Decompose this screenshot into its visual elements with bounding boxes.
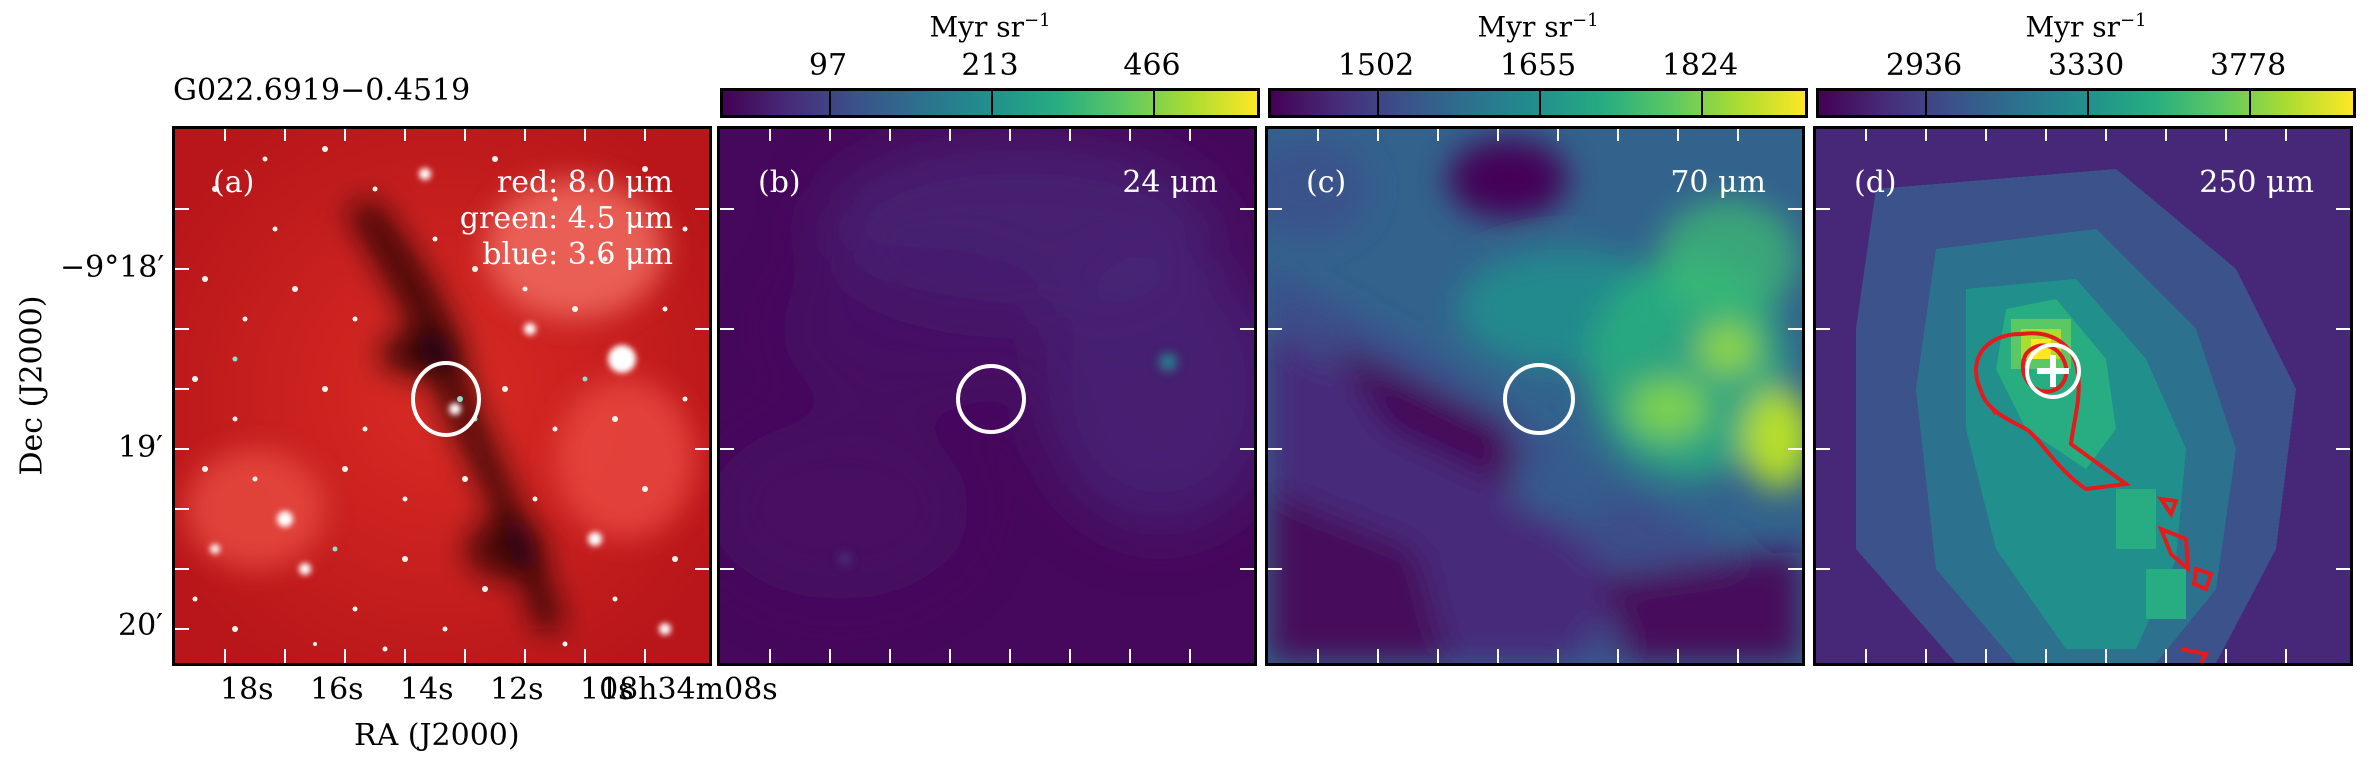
band-blue: blue: 3.6 μm <box>482 237 673 272</box>
axis-ticks <box>1268 129 1802 663</box>
aperture-ellipse <box>411 361 481 437</box>
colorbar-tick-label: 2936 <box>1885 48 1963 83</box>
wavelength-label: 250 μm <box>2199 165 2314 200</box>
colorbar-tick-label: 1824 <box>1661 48 1739 83</box>
band-green: green: 4.5 μm <box>459 201 673 236</box>
axis-ticks <box>720 129 1254 663</box>
contour-lines <box>1974 331 2214 663</box>
colorbar-unit: Myr sr−1 <box>2025 10 2147 44</box>
peak-cross-icon <box>2037 355 2069 387</box>
colorbar-tick-label: 97 <box>808 48 848 83</box>
panel-c-image <box>1268 129 1802 663</box>
band-red: red: 8.0 μm <box>496 165 673 200</box>
panel-b: (b) 24 μm <box>717 126 1257 666</box>
colorbar-d: Myr sr−1 2936 3330 3778 <box>1816 0 2356 120</box>
colorbar-unit: Myr sr−1 <box>1477 10 1599 44</box>
panel-c: (c) 70 μm <box>1265 126 1805 666</box>
colorbar-b: Myr sr−1 97 213 466 <box>720 0 1260 120</box>
band-legend: red: 8.0 μm green: 4.5 μm blue: 3.6 μm <box>460 165 673 273</box>
panel-label: (b) <box>758 165 801 200</box>
x-tick-label: 12s <box>490 672 544 707</box>
colorbar-gradient <box>1268 88 1808 118</box>
panel-d-image <box>1816 129 2350 663</box>
panel-label: (d) <box>1854 165 1897 200</box>
colorbar-c: Myr sr−1 1502 1655 1824 <box>1268 0 1808 120</box>
x-tick-label: 18s <box>220 672 274 707</box>
colorbar-tick-label: 1655 <box>1499 48 1577 83</box>
y-tick-label: 19′ <box>118 430 163 465</box>
y-tick-label: 20′ <box>118 608 163 643</box>
panel-label: (c) <box>1306 165 1347 200</box>
x-tick-label: 18h34m08s <box>600 672 778 707</box>
panel-a: (a) red: 8.0 μm green: 4.5 μm blue: 3.6 … <box>172 126 712 666</box>
colorbar-gradient <box>720 88 1260 118</box>
colorbar-gradient <box>1816 88 2356 118</box>
x-tick-label: 16s <box>310 672 364 707</box>
colorbar-tick-label: 466 <box>1123 48 1181 83</box>
panel-b-image <box>720 129 1254 663</box>
wavelength-label: 24 μm <box>1122 165 1218 200</box>
panel-label: (a) <box>213 165 255 200</box>
source-title: G022.6919−0.4519 <box>173 73 471 108</box>
x-axis-label: RA (J2000) <box>354 718 520 753</box>
colorbar-tick-label: 213 <box>961 48 1019 83</box>
x-tick-label: 14s <box>400 672 454 707</box>
y-axis-label: Dec (J2000) <box>14 295 50 476</box>
wavelength-label: 70 μm <box>1670 165 1766 200</box>
axis-ticks <box>1816 129 2350 663</box>
colorbar-tick-label: 1502 <box>1337 48 1415 83</box>
axis-ticks <box>175 129 709 663</box>
aperture-ellipse <box>1503 363 1575 435</box>
aperture-ellipse <box>956 364 1026 434</box>
star-field <box>192 146 688 652</box>
colorbar-unit: Myr sr−1 <box>929 10 1051 44</box>
panel-a-image <box>175 129 709 663</box>
y-tick-label: −9°18′ <box>60 250 165 285</box>
colorbar-tick-label: 3778 <box>2209 48 2287 83</box>
aperture-ellipse <box>2025 343 2081 399</box>
colorbar-tick-label: 3330 <box>2047 48 2125 83</box>
x-tick-label: 10s <box>580 672 634 707</box>
panel-d: (d) 250 μm <box>1813 126 2353 666</box>
